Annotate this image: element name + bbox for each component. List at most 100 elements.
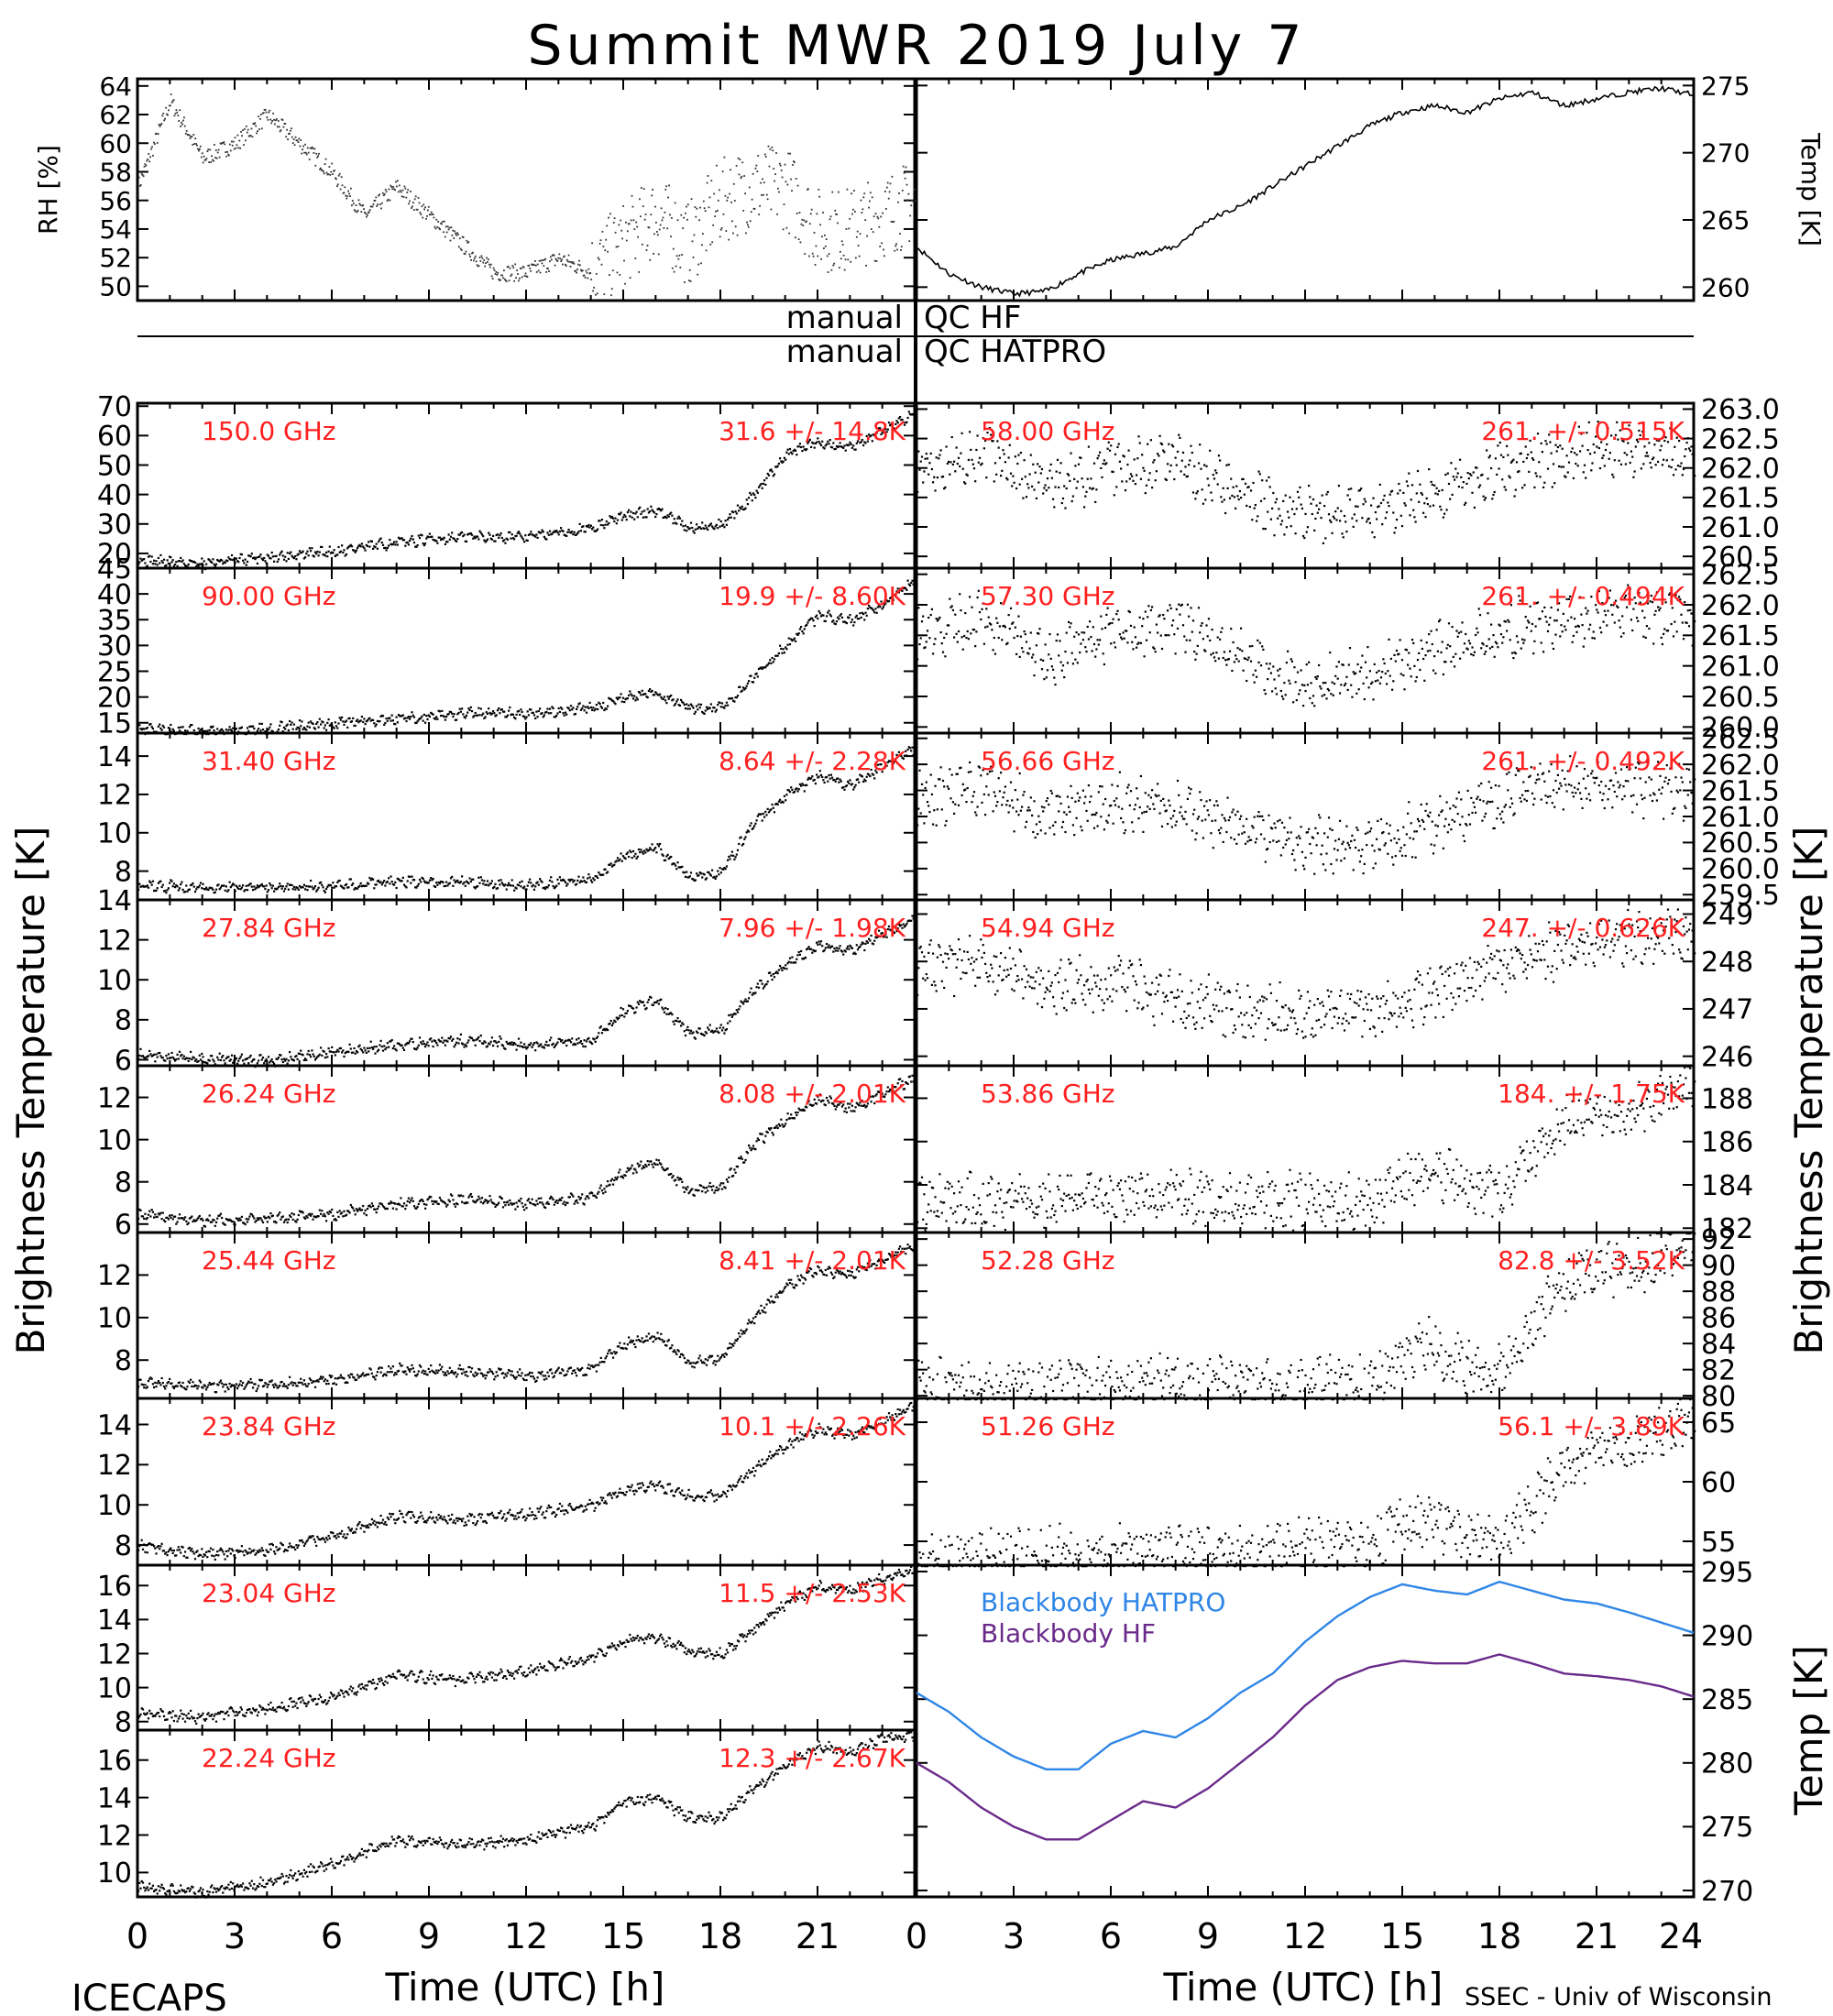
- data-point: [505, 716, 508, 718]
- data-point: [291, 136, 293, 138]
- data-point: [644, 1008, 647, 1011]
- data-point: [445, 231, 448, 234]
- data-point: [585, 269, 587, 272]
- data-point: [228, 726, 231, 729]
- data-point: [657, 1003, 660, 1005]
- data-point: [618, 512, 620, 515]
- data-point: [816, 614, 818, 617]
- data-point: [458, 246, 460, 248]
- data-point: [425, 217, 427, 220]
- data-point: [517, 884, 521, 887]
- data-point: [385, 191, 388, 193]
- data-point: [440, 222, 442, 225]
- data-point: [576, 271, 577, 274]
- data-point: [412, 209, 415, 211]
- data-point: [435, 1041, 438, 1045]
- data-point: [434, 225, 436, 228]
- data-point: [628, 223, 631, 225]
- data-point: [247, 729, 250, 732]
- data-point: [246, 560, 249, 564]
- data-point: [216, 884, 219, 887]
- data-point: [891, 598, 894, 601]
- data-point: [523, 1043, 526, 1046]
- data-point: [767, 971, 771, 974]
- data-point: [159, 727, 162, 729]
- data-point: [402, 718, 406, 720]
- data-point: [555, 714, 558, 718]
- data-point: [470, 710, 474, 713]
- data-point: [176, 564, 179, 567]
- data-point: [556, 531, 559, 533]
- data-point: [238, 556, 241, 560]
- data-point: [405, 542, 408, 544]
- data-point: [365, 720, 368, 723]
- data-point: [492, 710, 495, 713]
- data-point: [869, 939, 872, 942]
- data-point: [739, 685, 741, 688]
- data-point: [504, 716, 507, 718]
- data-point: [633, 1012, 636, 1014]
- data-point: [511, 884, 514, 887]
- data-point: [907, 746, 910, 749]
- data-point: [832, 950, 835, 953]
- data-point: [383, 192, 386, 195]
- data-point: [357, 887, 359, 890]
- data-point: [294, 888, 297, 891]
- data-point: [375, 883, 378, 886]
- data-point: [574, 533, 576, 536]
- data-point: [263, 885, 266, 888]
- data-point: [664, 859, 667, 861]
- data-point: [341, 544, 344, 547]
- data-point: [761, 982, 763, 985]
- data-point: [738, 1008, 741, 1011]
- data-point: [905, 750, 907, 752]
- data-point: [170, 561, 173, 564]
- data-point: [861, 212, 863, 214]
- data-point: [467, 1039, 470, 1042]
- data-point: [368, 876, 371, 880]
- data-point: [686, 218, 688, 221]
- data-point: [808, 777, 811, 780]
- data-point: [260, 1058, 263, 1061]
- data-point: [870, 607, 873, 609]
- data-point: [374, 546, 377, 549]
- data-point: [425, 1043, 428, 1046]
- data-point: [383, 1045, 386, 1047]
- data-point: [165, 1055, 168, 1057]
- data-point: [536, 881, 539, 883]
- data-point: [776, 654, 779, 657]
- data-point: [844, 621, 847, 624]
- data-point: [769, 971, 772, 974]
- data-point: [207, 1058, 210, 1061]
- data-point: [707, 528, 709, 531]
- data-point: [886, 428, 889, 431]
- data-point: [400, 191, 402, 193]
- data-point: [562, 530, 565, 532]
- data-point: [666, 696, 669, 698]
- data-point: [405, 1043, 408, 1046]
- data-point: [815, 245, 818, 247]
- data-point: [908, 747, 912, 750]
- data-point: [357, 1051, 359, 1054]
- data-point: [555, 259, 558, 261]
- data-point: [423, 544, 425, 547]
- data-point: [199, 729, 203, 731]
- data-point: [520, 268, 522, 269]
- data-point: [749, 491, 752, 494]
- data-point: [613, 863, 616, 866]
- data-point: [840, 786, 844, 789]
- data-point: [851, 446, 853, 449]
- data-point: [500, 1044, 503, 1046]
- data-point: [907, 411, 910, 413]
- data-point: [821, 236, 823, 238]
- data-point: [663, 516, 665, 519]
- data-point: [216, 1217, 219, 1220]
- data-point: [676, 698, 679, 701]
- data-point: [745, 831, 748, 834]
- data-point: [597, 528, 599, 531]
- data-point: [169, 729, 171, 731]
- data-point: [642, 188, 645, 190]
- data-point: [397, 714, 401, 717]
- data-point: [166, 733, 169, 736]
- data-point: [732, 510, 735, 514]
